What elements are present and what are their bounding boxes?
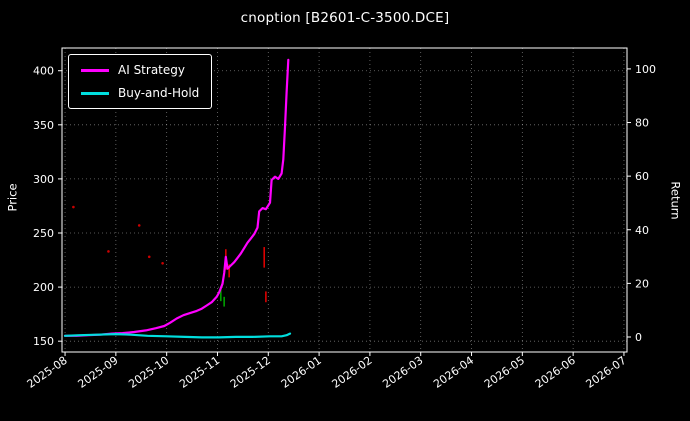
x-tick-label: 2026-04 <box>431 354 476 391</box>
right-tick-label: 60 <box>635 170 649 183</box>
left-tick-label: 150 <box>33 335 54 348</box>
right-tick-label: 80 <box>635 117 649 130</box>
x-tick-label: 2025-09 <box>75 354 120 391</box>
legend-item-buy-and-hold: Buy-and-Hold <box>81 86 199 100</box>
legend: AI Strategy Buy-and-Hold <box>68 54 213 109</box>
right-tick-label: 20 <box>635 277 649 290</box>
legend-swatch <box>81 91 109 95</box>
right-tick-label: 40 <box>635 224 649 237</box>
signal-dot <box>137 224 141 227</box>
x-tick-label: 2026-03 <box>380 354 425 391</box>
left-tick-label: 400 <box>33 65 54 78</box>
legend-label: AI Strategy <box>118 63 185 77</box>
x-tick-label: 2025-12 <box>228 354 273 391</box>
right-tick-label: 0 <box>635 331 642 344</box>
signal-dot <box>161 261 164 265</box>
left-tick-label: 350 <box>33 119 54 132</box>
x-tick-label: 2026-05 <box>482 354 527 391</box>
x-tick-label: 2026-02 <box>330 354 375 391</box>
ai-strategy-line <box>63 58 290 337</box>
x-tick-label: 2025-08 <box>25 354 70 391</box>
x-tick-label: 2025-11 <box>177 354 222 391</box>
x-tick-label: 2026-07 <box>584 354 629 391</box>
left-tick-label: 200 <box>33 281 54 294</box>
buy-and-hold-line <box>63 332 292 339</box>
legend-item-ai-strategy: AI Strategy <box>81 63 199 77</box>
right-tick-label: 100 <box>635 63 656 76</box>
legend-swatch <box>81 68 109 72</box>
x-tick-label: 2025-10 <box>126 354 171 391</box>
signal-dot <box>107 250 110 253</box>
x-tick-label: 2026-06 <box>533 354 578 391</box>
chart-title: cnoption [B2601-C-3500.DCE] <box>240 10 450 26</box>
plot-frame <box>61 47 628 353</box>
legend-label: Buy-and-Hold <box>118 86 200 100</box>
signal-dot <box>72 205 75 209</box>
x-tick-label: 2026-01 <box>279 354 324 391</box>
left-tick-label: 300 <box>33 173 54 186</box>
signal-dot <box>147 255 151 259</box>
left-tick-label: 250 <box>33 227 54 240</box>
